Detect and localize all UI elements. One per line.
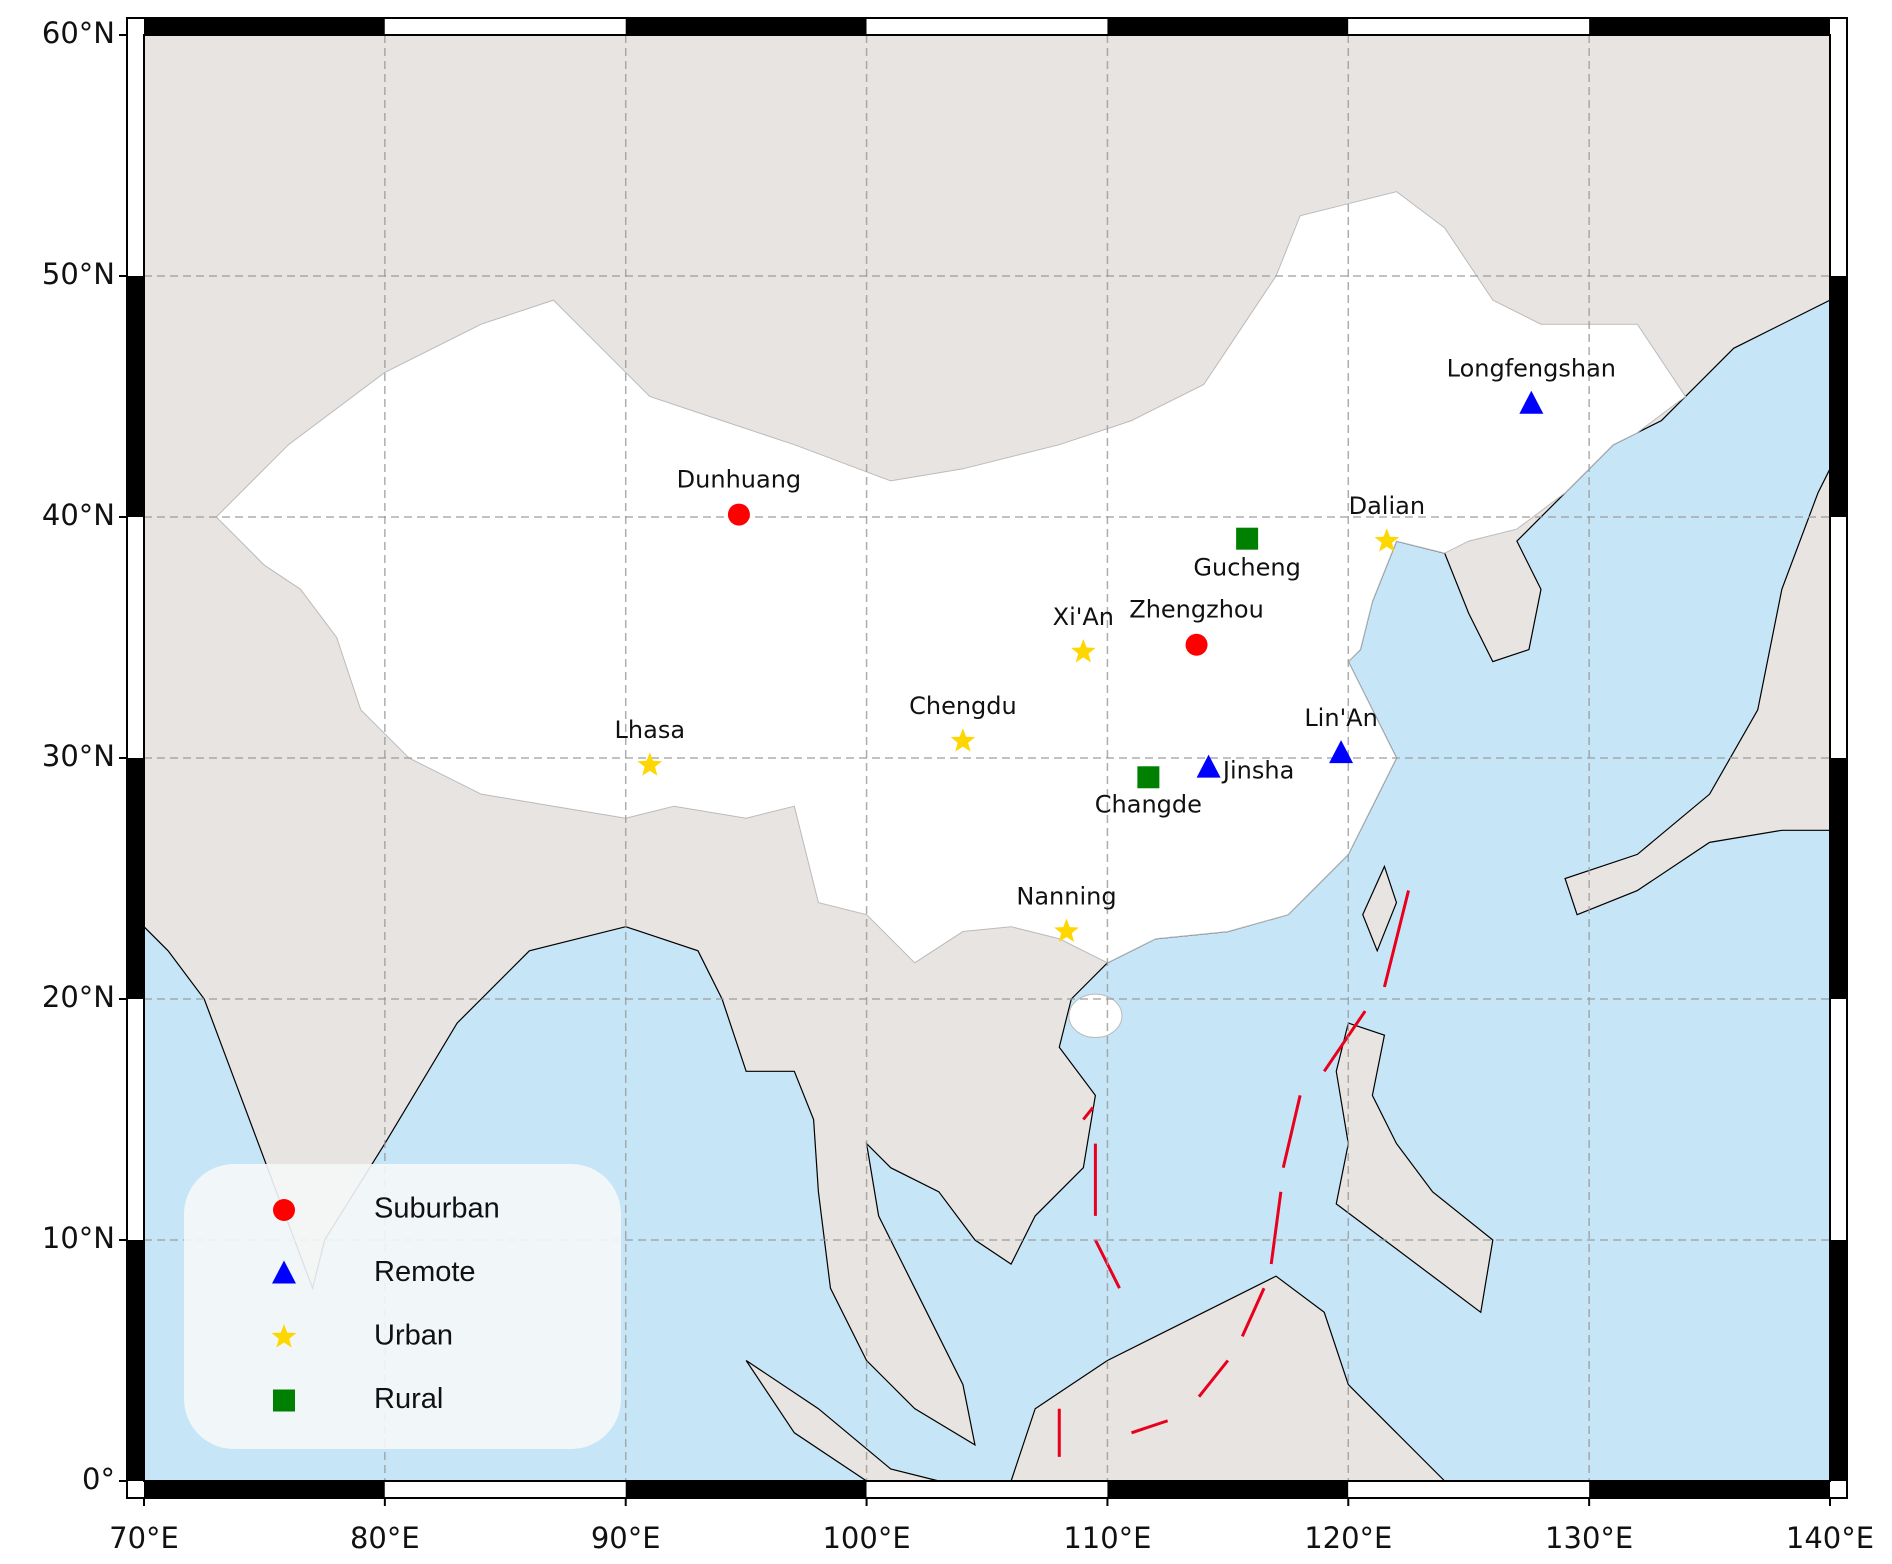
frame-segment [1830, 35, 1847, 276]
site-label: Longfengshan [1447, 355, 1616, 383]
site-label: Gucheng [1193, 554, 1300, 582]
y-tick-label: 40°N [42, 498, 115, 532]
site: Xi'An [1053, 603, 1114, 663]
x-tick-label: 80°E [350, 1521, 420, 1555]
frame-segment [144, 1481, 385, 1498]
legend-box [184, 1164, 621, 1449]
x-tick-label: 130°E [1545, 1521, 1633, 1555]
site-label: Dalian [1349, 492, 1425, 520]
marker [273, 1389, 295, 1412]
land [1011, 1276, 1445, 1481]
frame-segment [1107, 18, 1349, 35]
legend-label: Rural [374, 1383, 443, 1415]
site: Dunhuang [677, 466, 801, 526]
marker [1071, 639, 1096, 663]
frame-segment [625, 18, 867, 35]
site-label: Jinsha [1221, 757, 1294, 785]
site: Longfengshan [1447, 355, 1616, 414]
frame-segment [625, 1481, 867, 1498]
site: Jinsha [1196, 754, 1294, 785]
land [1565, 469, 1830, 915]
y-tick-label: 50°N [42, 257, 115, 291]
y-tick-label: 60°N [42, 16, 115, 50]
frame-segment [1830, 999, 1847, 1240]
site-label: Chengdu [909, 692, 1017, 720]
site: Gucheng [1193, 527, 1301, 582]
y-tick-label: 10°N [42, 1221, 115, 1255]
marker [950, 728, 976, 752]
x-tick-label: 100°E [822, 1521, 910, 1555]
frame-segment [1830, 758, 1847, 999]
hainan [1069, 994, 1122, 1037]
frame-segment [127, 1240, 144, 1481]
frame-segment [1589, 1481, 1830, 1498]
site-label: Dunhuang [677, 466, 801, 494]
site-label: Lin'An [1304, 704, 1377, 732]
land [216, 192, 1685, 963]
marker [1196, 754, 1221, 778]
frame-outline [126, 17, 1848, 1499]
marker [271, 1324, 297, 1348]
site: Dalian [1349, 492, 1425, 552]
frame-outline [143, 34, 1831, 1482]
frame-segment [1348, 1481, 1590, 1498]
x-tick-label: 140°E [1786, 1521, 1874, 1555]
y-tick-label: 20°N [42, 980, 115, 1014]
marker [727, 503, 750, 526]
frame-segment [1830, 517, 1847, 758]
site: Nanning [1016, 883, 1117, 942]
frame-segment [1589, 18, 1830, 35]
marker [637, 752, 663, 776]
basemap [144, 35, 1830, 1481]
x-tick-label: 110°E [1063, 1521, 1151, 1555]
marker [1137, 766, 1160, 789]
y-tick-label: 0° [82, 1462, 115, 1496]
marker [1236, 527, 1259, 550]
site: Zhengzhou [1129, 596, 1264, 656]
x-tick-label: 70°E [109, 1521, 179, 1555]
site: Chengdu [909, 692, 1017, 752]
frame-segment [1830, 276, 1847, 517]
frame-segment [127, 517, 144, 758]
legend-label: Remote [374, 1256, 476, 1288]
frame-segment [1348, 18, 1590, 35]
site-label: Zhengzhou [1129, 596, 1264, 624]
frame-segment [866, 18, 1108, 35]
frame-segment [1107, 1481, 1349, 1498]
site-label: Lhasa [615, 716, 686, 744]
marker [1329, 740, 1354, 764]
marker [273, 1199, 295, 1221]
legend-label: Urban [374, 1320, 453, 1352]
site: Lhasa [615, 716, 686, 776]
site-label: Changde [1095, 790, 1202, 818]
site-label: Nanning [1016, 883, 1116, 911]
y-tick-label: 30°N [42, 739, 115, 773]
x-tick-label: 90°E [591, 1521, 661, 1555]
grid [143, 34, 1831, 1482]
frame: 70°E 80°E 90°E 100°E 110°E 120°E 130°E 140°E 0° 1… [42, 16, 1874, 1555]
frame-segment [127, 999, 144, 1240]
frame-segment [1830, 1240, 1847, 1481]
frame-segment [127, 758, 144, 999]
marker [1054, 918, 1079, 942]
site: Changde [1095, 766, 1202, 818]
frame-segment [127, 35, 144, 276]
frame-segment [866, 1481, 1108, 1498]
marker [1185, 633, 1208, 656]
marker [272, 1260, 296, 1284]
frame-segment [384, 18, 626, 35]
legend-label: Suburban [374, 1193, 500, 1225]
land [1363, 866, 1397, 950]
site: Lin'An [1304, 704, 1378, 764]
site-label: Xi'An [1053, 603, 1114, 631]
legend: Suburban Remote Urban Rural [271, 1193, 500, 1415]
x-tick-label: 120°E [1304, 1521, 1392, 1555]
sites: Dunhuang Zhengzhou Longfengshan Lin'An Jinsh… [615, 355, 1616, 942]
frame-segment [127, 276, 144, 517]
marker [1519, 390, 1544, 414]
frame-segment [384, 1481, 626, 1498]
marker [1374, 528, 1400, 552]
frame-segment [144, 18, 385, 35]
